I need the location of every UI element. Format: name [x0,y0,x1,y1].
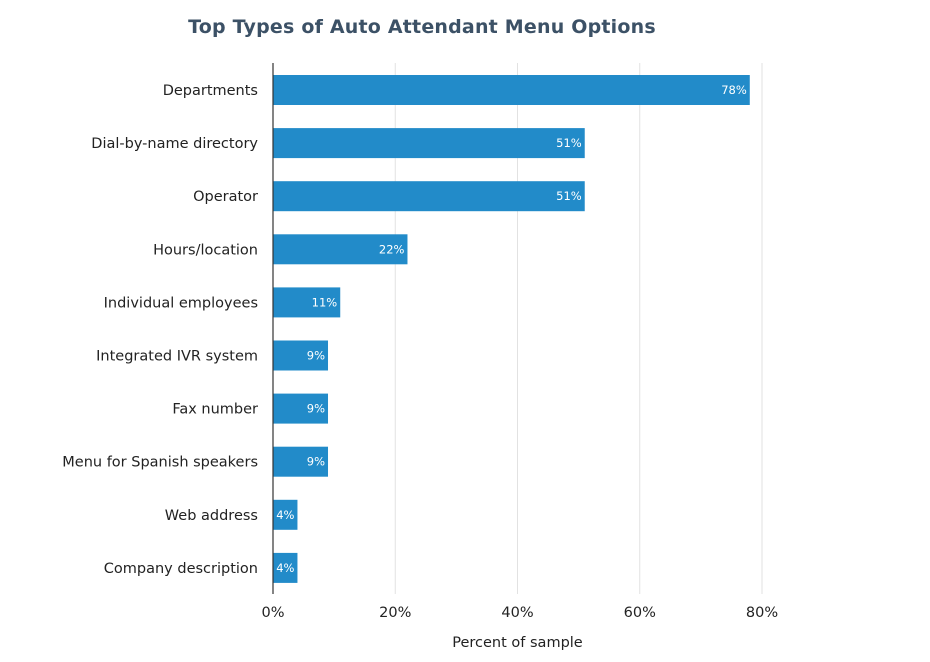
category-labels: Departments Dial-by-name directory Operato… [62,83,258,577]
bar-value-label: 4% [276,561,294,575]
category-label: Menu for Spanish speakers [62,455,258,471]
bar-value-label: 78% [721,83,747,97]
bar [273,552,298,583]
x-tick-label: 0% [261,605,284,621]
bar [273,181,585,212]
bar [273,446,329,477]
bar [273,393,329,424]
bar [273,75,750,105]
bar [273,128,585,159]
bar-value-label: 9% [307,402,325,416]
bar [273,340,329,371]
x-axis-ticks: 0% 20% 40% 60% 80% [261,605,778,621]
x-axis-title: Percent of sample [452,635,583,651]
category-label: Operator [193,189,258,205]
category-label: Fax number [172,402,258,418]
bar [273,499,298,530]
x-tick-label: 80% [746,605,778,621]
category-label: Hours/location [153,242,258,258]
bar-value-label: 4% [276,508,294,522]
bar-value-label: 9% [307,455,325,469]
bar [273,234,408,265]
category-label: Web address [165,508,258,524]
bar-value-label: 22% [379,242,405,256]
category-label: Company description [104,561,258,577]
bars: 78% 51% 51% 22% 11% 9% 9% 9% 4% 4% [273,75,750,583]
category-label: Dial-by-name directory [91,136,258,152]
x-tick-label: 20% [379,605,411,621]
chart-title: Top Types of Auto Attendant Menu Options [188,16,656,38]
bar-value-label: 11% [312,295,338,309]
bar-value-label: 51% [556,136,582,150]
bar-value-label: 51% [556,189,582,203]
bar [273,287,341,318]
bar-value-label: 9% [307,349,325,363]
x-tick-label: 40% [501,605,533,621]
category-label: Departments [163,83,258,99]
category-label: Individual employees [104,295,258,311]
x-tick-label: 60% [624,605,656,621]
category-label: Integrated IVR system [96,349,258,365]
